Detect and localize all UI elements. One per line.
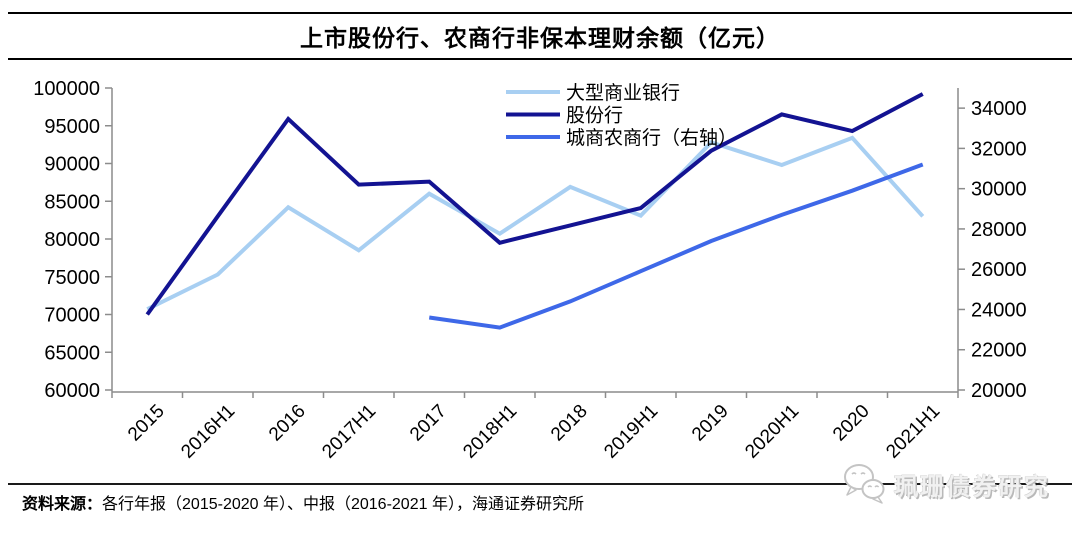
x-axis-label: 2019H1 <box>600 401 662 463</box>
x-axis-label: 2018 <box>547 401 592 446</box>
series-line-1 <box>145 92 924 316</box>
x-axis-label: 2020 <box>829 401 874 446</box>
series-line-0 <box>146 135 925 312</box>
x-axis-label: 2018H1 <box>459 401 521 463</box>
y-axis-label-left: 70000 <box>44 305 100 327</box>
x-axis-label: 2021H1 <box>882 401 944 463</box>
footer-divider <box>8 483 1072 485</box>
x-axis-label: 2016 <box>265 401 310 446</box>
watermark: 珮珊债券研究 <box>842 460 1074 508</box>
chart-title: 上市股份行、农商行非保本理财余额（亿元） <box>300 25 780 51</box>
y-axis-label-left: 80000 <box>44 229 100 251</box>
x-axis-label: 2019 <box>688 401 733 446</box>
x-axis-label: 2020H1 <box>741 401 803 463</box>
series-line-2 <box>428 162 924 330</box>
source-text: 各行年报（2015-2020 年）、中报（2016-2021 年），海通证券研究… <box>102 496 584 513</box>
x-axis-label: 2016H1 <box>177 401 239 463</box>
y-axis-label-right: 30000 <box>971 179 1027 201</box>
y-axis-label-left: 95000 <box>44 116 100 138</box>
y-axis-label-right: 34000 <box>971 98 1027 120</box>
source-label: 资料来源： <box>22 496 103 513</box>
legend-label-0: 大型商业银行 <box>566 82 680 104</box>
y-axis-label-left: 90000 <box>44 154 100 176</box>
source-line: 资料来源：各行年报（2015-2020 年）、中报（2016-2021 年），海… <box>22 490 584 514</box>
wechat-chat-bubbles-icon <box>844 464 885 504</box>
y-axis-label-right: 24000 <box>971 299 1027 321</box>
y-axis-label-left: 85000 <box>44 191 100 213</box>
y-axis-label-left: 75000 <box>44 267 100 289</box>
y-axis-label-left: 100000 <box>33 78 100 100</box>
legend-label-1: 股份行 <box>566 105 623 127</box>
legend-label-2: 城商农商行（右轴） <box>566 127 737 149</box>
chart-title-band: 上市股份行、农商行非保本理财余额（亿元） <box>8 12 1072 60</box>
y-axis-label-right: 20000 <box>971 380 1027 402</box>
x-axis-label: 2017 <box>406 401 451 446</box>
y-axis-label-right: 28000 <box>971 219 1027 241</box>
y-axis-label-left: 60000 <box>44 380 100 402</box>
watermark-text: 珮珊债券研究 <box>894 473 1050 501</box>
x-axis-label: 2015 <box>124 401 169 446</box>
y-axis-label-right: 32000 <box>971 138 1027 160</box>
y-axis-label-right: 26000 <box>971 259 1027 281</box>
x-axis-label: 2017H1 <box>318 401 380 463</box>
y-axis-label-left: 65000 <box>44 342 100 364</box>
y-axis-label-right: 22000 <box>971 340 1027 362</box>
